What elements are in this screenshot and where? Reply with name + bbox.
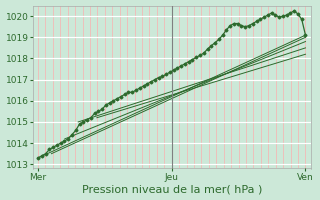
X-axis label: Pression niveau de la mer( hPa ): Pression niveau de la mer( hPa ): [82, 184, 262, 194]
